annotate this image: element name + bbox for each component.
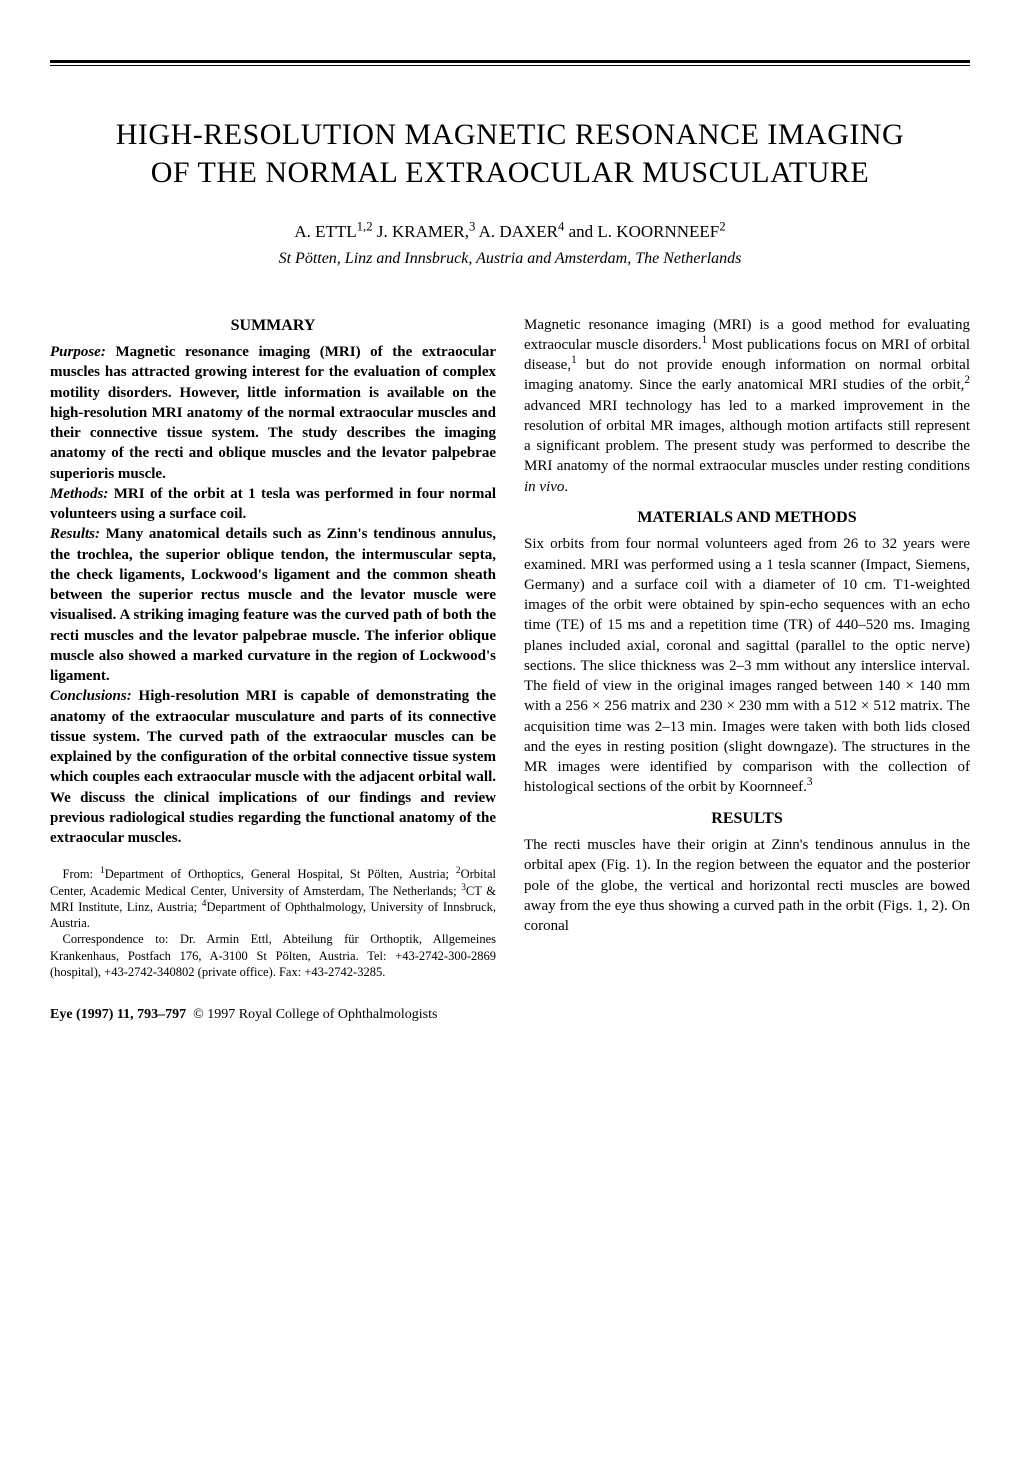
author-line: A. ETTL1,2 J. KRAMER,3 A. DAXER4 and L. … [50,221,970,244]
footnote-block: From: 1Department of Orthoptics, General… [50,866,496,980]
footnote-correspondence: Correspondence to: Dr. Armin Ettl, Abtei… [50,931,496,980]
two-column-body: SUMMARY Purpose: Magnetic resonance imag… [50,315,970,981]
paper-title: HIGH-RESOLUTION MAGNETIC RESONANCE IMAGI… [100,116,920,191]
footnote-from: From: 1Department of Orthoptics, General… [50,866,496,931]
affiliation-line: St Pötten, Linz and Innsbruck, Austria a… [50,248,970,270]
materials-methods-heading: MATERIALS AND METHODS [524,507,970,529]
left-column: SUMMARY Purpose: Magnetic resonance imag… [50,315,496,981]
purpose-text: Magnetic resonance imaging (MRI) of the … [50,344,496,482]
intro-paragraph: Magnetic resonance imaging (MRI) is a go… [524,315,970,497]
methods-label: Methods: [50,486,108,502]
abstract-conclusions: Conclusions: High-resolution MRI is capa… [50,686,496,848]
results-body: The recti muscles have their origin at Z… [524,835,970,936]
page-footer: Eye (1997) 11, 793–797 © 1997 Royal Coll… [50,1006,970,1025]
conclusions-text: High-resolution MRI is capable of demons… [50,688,496,846]
methods-text: MRI of the orbit at 1 tesla was performe… [50,486,496,522]
conclusions-label: Conclusions: [50,688,132,704]
right-column: Magnetic resonance imaging (MRI) is a go… [524,315,970,981]
top-rule-thin [50,65,970,66]
summary-heading: SUMMARY [50,315,496,337]
results-label: Results: [50,526,100,542]
abstract-results: Results: Many anatomical details such as… [50,524,496,686]
abstract-methods: Methods: MRI of the orbit at 1 tesla was… [50,484,496,525]
purpose-label: Purpose: [50,344,106,360]
abstract-block: Purpose: Magnetic resonance imaging (MRI… [50,342,496,848]
materials-methods-body: Six orbits from four normal volunteers a… [524,534,970,797]
results-text: Many anatomical details such as Zinn's t… [50,526,496,684]
abstract-purpose: Purpose: Magnetic resonance imaging (MRI… [50,342,496,484]
results-heading: RESULTS [524,808,970,830]
top-rule-thick [50,60,970,63]
